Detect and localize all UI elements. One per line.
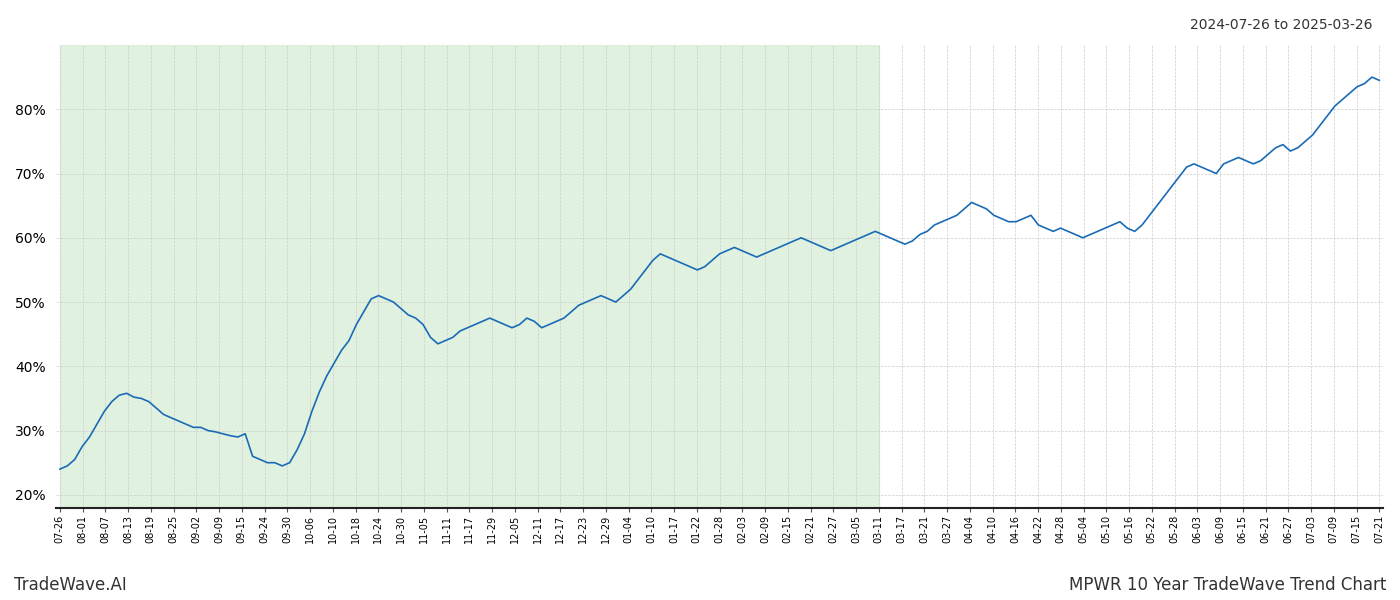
Text: MPWR 10 Year TradeWave Trend Chart: MPWR 10 Year TradeWave Trend Chart xyxy=(1068,576,1386,594)
Text: TradeWave.AI: TradeWave.AI xyxy=(14,576,127,594)
Bar xyxy=(60,45,879,508)
Text: 2024-07-26 to 2025-03-26: 2024-07-26 to 2025-03-26 xyxy=(1190,18,1372,32)
